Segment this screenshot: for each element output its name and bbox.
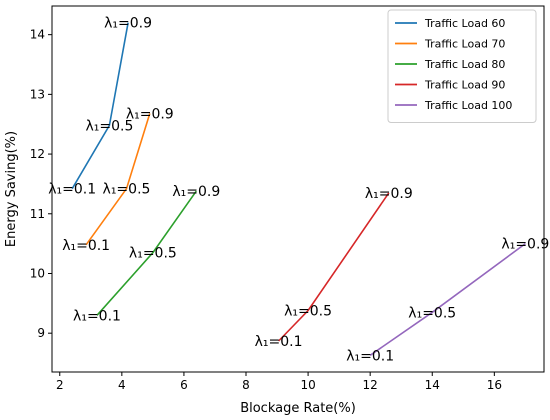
legend-entry-label: Traffic Load 100 [424,99,512,112]
x-axis-title: Blockage Rate(%) [240,401,356,416]
point-label: λ₁=0.1 [346,348,394,364]
point-label: λ₁=0.5 [284,304,332,320]
point-label: λ₁=0.5 [103,182,151,198]
series-line-2 [85,113,151,246]
point-label: λ₁=0.9 [104,16,152,32]
series-line-3 [96,190,197,316]
x-tick-label: 4 [118,378,126,392]
legend-entry-label: Traffic Load 70 [424,38,505,51]
x-tick-label: 8 [242,378,250,392]
y-axis-title: Energy Saving(%) [4,131,19,247]
point-label: λ₁=0.9 [126,106,174,122]
x-tick-label: 16 [487,378,502,392]
point-label: λ₁=0.1 [48,182,96,198]
y-tick-label: 12 [30,147,45,161]
legend: Traffic Load 60 Traffic Load 70 Traffic Lo… [387,9,537,123]
y-tick-label: 14 [30,28,45,42]
x-tick-label: 10 [300,378,315,392]
legend-entry-label: Traffic Load 60 [424,17,505,30]
plot-area-frame [51,5,545,373]
legend-box [387,9,537,123]
point-label: λ₁=0.1 [73,308,121,324]
y-tick-label: 13 [30,87,45,101]
series-line-5 [369,242,526,356]
legend-entry-label: Traffic Load 90 [424,79,505,92]
point-label: λ₁=0.1 [62,238,110,254]
point-label-layer: λ₁=0.1λ₁=0.5λ₁=0.9λ₁=0.1λ₁=0.5λ₁=0.9λ₁=0… [48,16,549,365]
x-tick-label: 14 [425,378,440,392]
series-line-1 [71,22,129,190]
series-line-4 [278,192,390,342]
point-label: λ₁=0.1 [255,334,303,350]
point-label: λ₁=0.5 [408,305,456,321]
point-label: λ₁=0.5 [129,246,177,262]
y-tick-label: 11 [30,207,45,221]
series-layer [71,22,526,356]
point-label: λ₁=0.9 [172,184,220,200]
tick-layer: 2 4 6 8 10 12 14 16 9 10 11 12 13 14 [30,28,502,392]
y-tick-label: 9 [37,326,45,340]
point-label: λ₁=0.9 [501,237,549,253]
point-label: λ₁=0.9 [365,186,413,202]
x-tick-label: 2 [56,378,64,392]
x-tick-label: 12 [363,378,378,392]
x-tick-label: 6 [180,378,188,392]
point-label: λ₁=0.5 [85,118,133,134]
y-tick-label: 10 [30,266,45,280]
legend-entry-label: Traffic Load 80 [424,58,505,71]
